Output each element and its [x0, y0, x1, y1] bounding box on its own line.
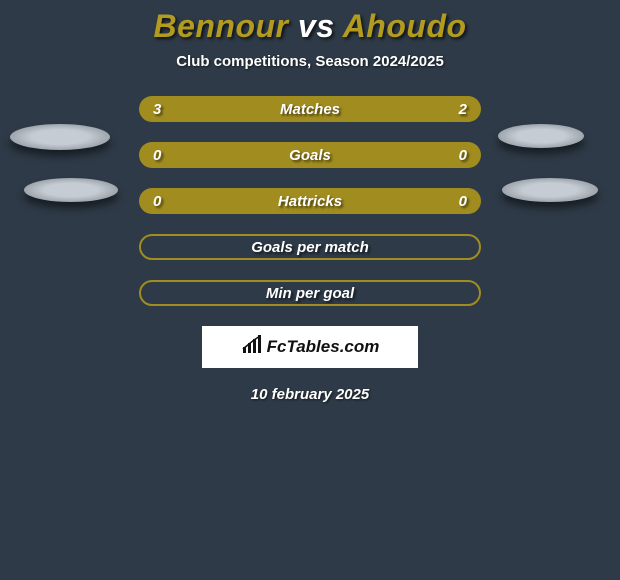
stat-row: 32Matches	[139, 96, 481, 122]
stat-label: Goals per match	[141, 236, 479, 258]
stat-label: Min per goal	[141, 282, 479, 304]
player1-name: Bennour	[153, 8, 288, 44]
stat-row: Min per goal	[139, 280, 481, 306]
stat-label: Goals	[139, 142, 481, 168]
comparison-card: Bennour vs Ahoudo Club competitions, Sea…	[0, 0, 620, 403]
avatar-shadow	[24, 178, 118, 202]
subtitle: Club competitions, Season 2024/2025	[0, 53, 620, 70]
stat-row: 00Hattricks	[139, 188, 481, 214]
badge-text: FcTables.com	[267, 337, 380, 357]
page-title: Bennour vs Ahoudo	[0, 8, 620, 45]
avatar-shadow	[498, 124, 584, 148]
avatar-shadow	[10, 124, 110, 150]
stat-row: Goals per match	[139, 234, 481, 260]
stat-label: Hattricks	[139, 188, 481, 214]
chart-icon	[241, 335, 263, 360]
date-label: 10 february 2025	[0, 386, 620, 403]
stat-bars: 32Matches 00Goals 00Hattricks Goals per mat…	[139, 96, 481, 306]
title-vs: vs	[298, 8, 335, 44]
stat-row: 00Goals	[139, 142, 481, 168]
source-badge: FcTables.com	[202, 326, 418, 368]
avatar-shadow	[502, 178, 598, 202]
stat-label: Matches	[139, 96, 481, 122]
player2-name: Ahoudo	[343, 8, 467, 44]
